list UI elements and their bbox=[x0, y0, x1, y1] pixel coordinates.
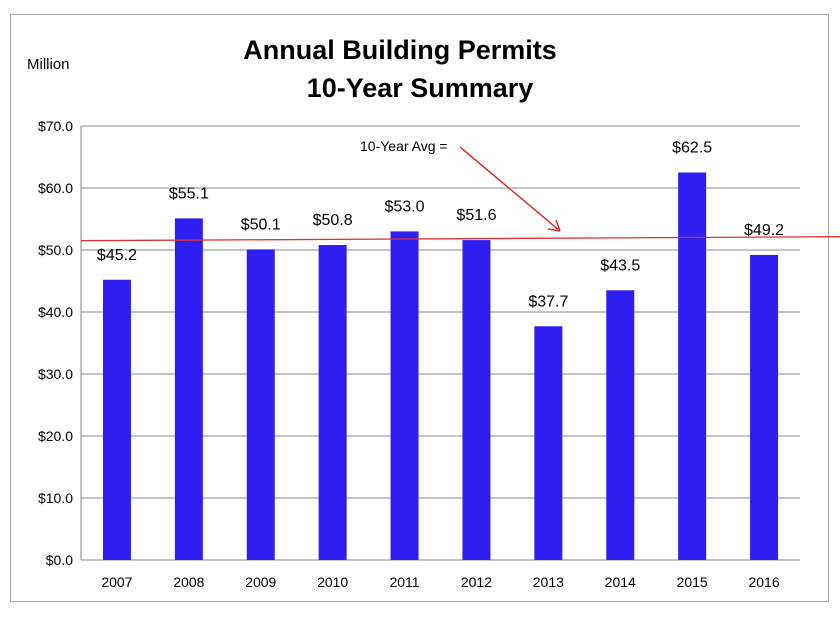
bar-2012 bbox=[462, 240, 491, 560]
bar-2007 bbox=[102, 279, 131, 560]
data-label: $45.2 bbox=[97, 247, 137, 264]
annotation-arrow bbox=[459, 146, 561, 232]
x-tick-label: 2009 bbox=[245, 574, 276, 590]
x-tick-label: 2008 bbox=[173, 574, 204, 590]
y-tick-label: $30.0 bbox=[38, 366, 73, 382]
x-tick-label: 2013 bbox=[533, 574, 564, 590]
bar-2016 bbox=[750, 254, 779, 560]
bar-2011 bbox=[390, 231, 419, 560]
x-tick-label: 2016 bbox=[748, 574, 779, 590]
x-tick-label: 2014 bbox=[605, 574, 636, 590]
chart-title-line2: 10-Year Summary bbox=[307, 73, 534, 103]
y-tick-label: $20.0 bbox=[38, 428, 73, 444]
average-annotation: 10-Year Avg = bbox=[360, 138, 448, 154]
data-label: $37.7 bbox=[528, 293, 568, 310]
data-label: $43.5 bbox=[600, 257, 640, 274]
x-tick-label: 2015 bbox=[677, 574, 708, 590]
data-label: $51.6 bbox=[456, 207, 496, 224]
y-tick-label: $10.0 bbox=[38, 490, 73, 506]
data-label: $55.1 bbox=[169, 185, 209, 202]
bar-2015 bbox=[678, 172, 707, 560]
x-tick-label: 2010 bbox=[317, 574, 348, 590]
y-tick-label: $40.0 bbox=[38, 304, 73, 320]
data-label: $50.8 bbox=[313, 212, 353, 229]
bar-2009 bbox=[246, 249, 275, 560]
data-label: $50.1 bbox=[241, 216, 281, 233]
average-line bbox=[80, 236, 840, 242]
arrowhead-icon bbox=[547, 219, 561, 232]
data-label: $49.2 bbox=[744, 222, 784, 239]
x-tick-label: 2011 bbox=[389, 574, 419, 590]
y-tick-label: $70.0 bbox=[38, 118, 73, 134]
bar-2008 bbox=[174, 218, 203, 560]
data-label: $53.0 bbox=[385, 198, 425, 215]
y-tick-label: $50.0 bbox=[38, 242, 73, 258]
x-tick-label: 2007 bbox=[101, 574, 132, 590]
x-tick-label: 2012 bbox=[461, 574, 492, 590]
data-label: $62.5 bbox=[672, 140, 712, 157]
y-tick-label: $60.0 bbox=[38, 180, 73, 196]
chart-title-line1: Annual Building Permits bbox=[243, 35, 557, 65]
chart-frame bbox=[10, 14, 829, 602]
y-axis-unit-label: Million bbox=[27, 56, 70, 73]
bar-2013 bbox=[534, 326, 563, 560]
bar-2010 bbox=[318, 245, 347, 561]
bar-2014 bbox=[606, 290, 635, 560]
y-tick-label: $0.0 bbox=[46, 552, 73, 568]
